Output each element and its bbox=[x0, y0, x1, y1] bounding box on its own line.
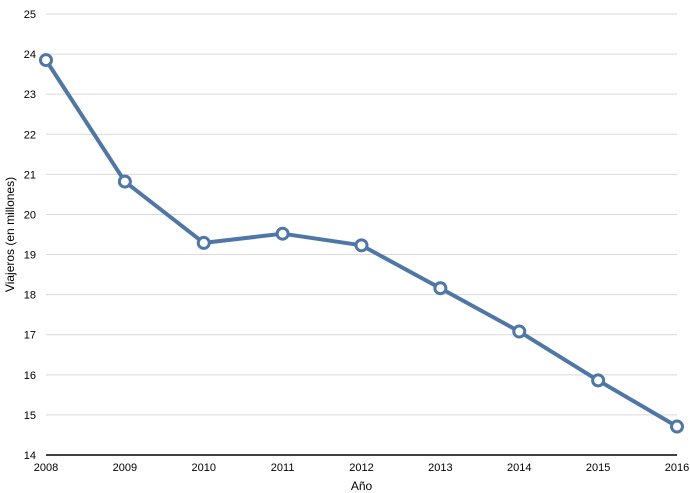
y-tick-label: 25 bbox=[24, 9, 36, 21]
x-tick-label: 2012 bbox=[349, 462, 373, 474]
y-tick-label: 19 bbox=[24, 250, 36, 262]
data-point bbox=[39, 53, 53, 68]
x-tick-label: 2011 bbox=[271, 462, 295, 474]
y-tick-label: 18 bbox=[24, 290, 36, 302]
data-points bbox=[39, 53, 684, 434]
grid-lines bbox=[46, 13, 677, 416]
data-point bbox=[670, 419, 684, 434]
y-tick-label: 16 bbox=[24, 370, 36, 382]
x-axis-ticks: 2008 2009 2010 2011 2012 2013 2014 2015 2016 bbox=[34, 462, 689, 474]
data-point bbox=[354, 238, 369, 253]
y-tick-label: 20 bbox=[24, 209, 36, 221]
data-point bbox=[591, 373, 606, 388]
y-axis-title: Viajeros (en millones) bbox=[3, 177, 17, 292]
x-tick-label: 2014 bbox=[507, 462, 531, 474]
data-point bbox=[275, 226, 290, 241]
x-tick-label: 2010 bbox=[192, 462, 216, 474]
x-tick-label: 2008 bbox=[34, 462, 58, 474]
x-tick-label: 2016 bbox=[665, 462, 689, 474]
data-point bbox=[433, 281, 448, 296]
x-axis-title: Año bbox=[351, 479, 373, 493]
y-tick-label: 17 bbox=[24, 330, 36, 342]
y-tick-label: 14 bbox=[24, 450, 36, 462]
y-tick-label: 23 bbox=[24, 89, 36, 101]
data-point bbox=[117, 174, 132, 189]
y-tick-label: 21 bbox=[24, 169, 36, 181]
x-tick-label: 2015 bbox=[586, 462, 610, 474]
data-point bbox=[196, 235, 211, 250]
x-tick-label: 2013 bbox=[428, 462, 452, 474]
data-point bbox=[512, 324, 527, 339]
x-tick-label: 2009 bbox=[113, 462, 137, 474]
y-tick-label: 24 bbox=[24, 49, 36, 61]
y-axis-ticks: 14 15 16 17 18 19 20 21 22 23 24 25 bbox=[24, 9, 36, 462]
y-tick-label: 15 bbox=[24, 410, 36, 422]
y-tick-label: 22 bbox=[24, 129, 36, 141]
